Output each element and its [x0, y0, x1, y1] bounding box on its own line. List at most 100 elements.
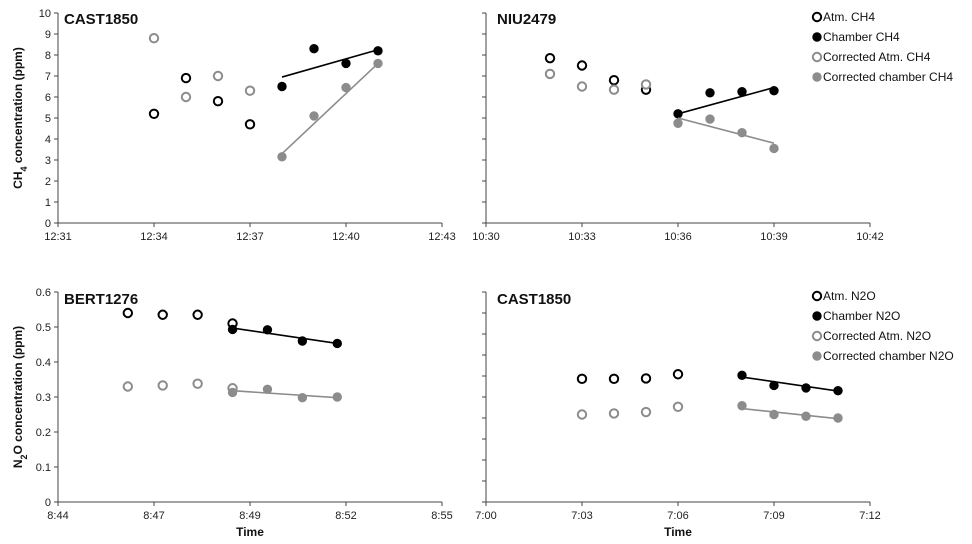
trendline-chamber-ch4: [281, 48, 379, 78]
point-corrected-chamber-ch4: [309, 111, 319, 121]
legend-marker: [811, 51, 823, 63]
point-chamber-n2o: [227, 324, 238, 335]
x-tick-label: 7:06: [667, 510, 688, 522]
legend-marker: [812, 311, 822, 321]
y-tick-label: 0.1: [36, 462, 51, 474]
x-tick-label: 10:33: [568, 231, 596, 243]
legend-entry: Atm. CH4: [823, 10, 875, 24]
point-chamber-n2o: [737, 370, 747, 380]
point-atm-ch4: [544, 52, 556, 64]
point-chamber-ch4: [309, 44, 319, 54]
y-tick-label: 0: [45, 218, 51, 230]
trendline-chamber-n2o: [741, 376, 839, 392]
x-tick-label: 8:44: [47, 510, 68, 522]
point-corrected-chamber-ch4: [341, 82, 351, 93]
y-tick-label: 0: [45, 497, 51, 509]
chart-panel-4: 7:00 7:03 7:06 7:09 7:12 CAST1850 Time Atm. N2O…: [475, 289, 953, 539]
panel-title: NIU2479: [497, 11, 556, 28]
point-atm-n2o: [640, 373, 652, 384]
point-corrected-atm-n2o: [608, 408, 620, 419]
point-chamber-n2o: [262, 325, 273, 335]
point-corrected-atm-ch4: [608, 84, 620, 95]
point-chamber-ch4: [769, 86, 779, 96]
point-chamber-ch4: [673, 109, 683, 119]
y-tick-label: 0.2: [36, 427, 51, 439]
y-tick-label: 8: [45, 50, 51, 62]
point-atm-n2o: [608, 373, 620, 384]
point-corrected-chamber-n2o: [801, 411, 811, 421]
x-tick-label: 8:47: [143, 510, 164, 522]
x-tick-label: 7:12: [859, 510, 880, 522]
trendline-corrected-chamber-ch4: [281, 62, 379, 155]
point-corrected-chamber-ch4: [277, 152, 287, 162]
chart-panel-1: 0 1 2 3 4 5 6 7 8 9 10 12:31 12:34 12:37 12:40 12:43 CAS…: [11, 8, 456, 243]
x-tick-label: 12:37: [236, 231, 264, 243]
panel-title: BERT1276: [64, 291, 138, 308]
y-axis-label: CH4 concentration (ppm): [11, 47, 29, 189]
point-chamber-ch4: [373, 46, 383, 56]
legend-entry: Chamber N2O: [823, 309, 900, 323]
chart-panel-2: 10:30 10:33 10:36 10:39 10:42 NIU2479 Atm. CH4…: [472, 10, 953, 243]
x-tick-label: 7:03: [571, 510, 592, 522]
point-atm-ch4: [148, 108, 160, 120]
x-tick-label: 12:40: [332, 231, 360, 243]
point-corrected-atm-ch4: [180, 91, 192, 103]
y-tick-label: 1: [45, 197, 51, 209]
legend-marker: [811, 11, 823, 23]
point-atm-ch4: [608, 75, 620, 86]
point-corrected-atm-n2o: [157, 380, 168, 391]
x-tick-label: 7:09: [763, 510, 784, 522]
point-corrected-chamber-ch4: [737, 128, 747, 138]
point-chamber-n2o: [833, 386, 843, 396]
point-corrected-chamber-n2o: [769, 409, 779, 420]
point-corrected-chamber-ch4: [705, 114, 715, 124]
point-chamber-n2o: [332, 338, 342, 349]
point-corrected-chamber-n2o: [332, 392, 342, 402]
x-tick-label: 10:42: [856, 231, 884, 243]
point-corrected-chamber-n2o: [262, 384, 273, 394]
y-axis-label: N2O concentration (ppm): [11, 326, 29, 468]
x-tick-label: 12:34: [140, 231, 168, 243]
y-tick-label: 0.4: [36, 357, 51, 369]
y-tick-label: 2: [45, 176, 51, 188]
legend-marker: [812, 72, 822, 82]
point-atm-n2o: [122, 307, 134, 319]
x-tick-label: 12:31: [44, 231, 72, 243]
point-atm-n2o: [157, 309, 168, 320]
x-tick-label: 12:43: [428, 231, 456, 243]
legend: Atm. CH4 Chamber CH4 Corrected Atm. CH4 Cor…: [811, 10, 953, 84]
x-tick-label: 10:30: [472, 231, 500, 243]
point-corrected-atm-n2o: [640, 406, 652, 418]
point-corrected-atm-n2o: [672, 401, 684, 412]
panel-title: CAST1850: [64, 11, 138, 28]
legend-entry: Corrected chamber CH4: [823, 70, 953, 84]
point-corrected-atm-ch4: [244, 85, 256, 96]
point-chamber-n2o: [297, 336, 308, 346]
y-tick-label: 9: [45, 29, 51, 41]
x-tick-label: 8:49: [239, 510, 260, 522]
y-tick-label: 5: [45, 113, 51, 125]
point-chamber-ch4: [737, 87, 747, 97]
trendline-corrected-chamber-ch4: [677, 117, 775, 144]
point-atm-ch4: [576, 60, 588, 71]
y-tick-label: 4: [45, 134, 51, 146]
point-chamber-ch4: [341, 58, 351, 69]
trendline-chamber-ch4: [677, 86, 775, 115]
y-tick-label: 0.3: [36, 392, 51, 404]
y-tick-label: 0.6: [36, 287, 51, 299]
point-atm-ch4: [180, 72, 192, 84]
point-corrected-atm-ch4: [576, 81, 588, 92]
legend-entry: Corrected Atm. CH4: [823, 50, 931, 64]
x-tick-label: 10:39: [760, 231, 788, 243]
point-corrected-atm-n2o: [576, 409, 588, 420]
y-tick-label: 7: [45, 71, 51, 83]
x-tick-label: 10:36: [664, 231, 692, 243]
point-atm-n2o: [672, 369, 684, 380]
legend-entry: Corrected Atm. N2O: [823, 329, 931, 343]
legend-marker: [811, 330, 823, 342]
x-tick-label: 8:55: [431, 510, 452, 522]
legend-entry: Corrected chamber N2O: [823, 349, 954, 363]
panel-title: CAST1850: [497, 291, 571, 308]
point-chamber-n2o: [801, 383, 811, 393]
